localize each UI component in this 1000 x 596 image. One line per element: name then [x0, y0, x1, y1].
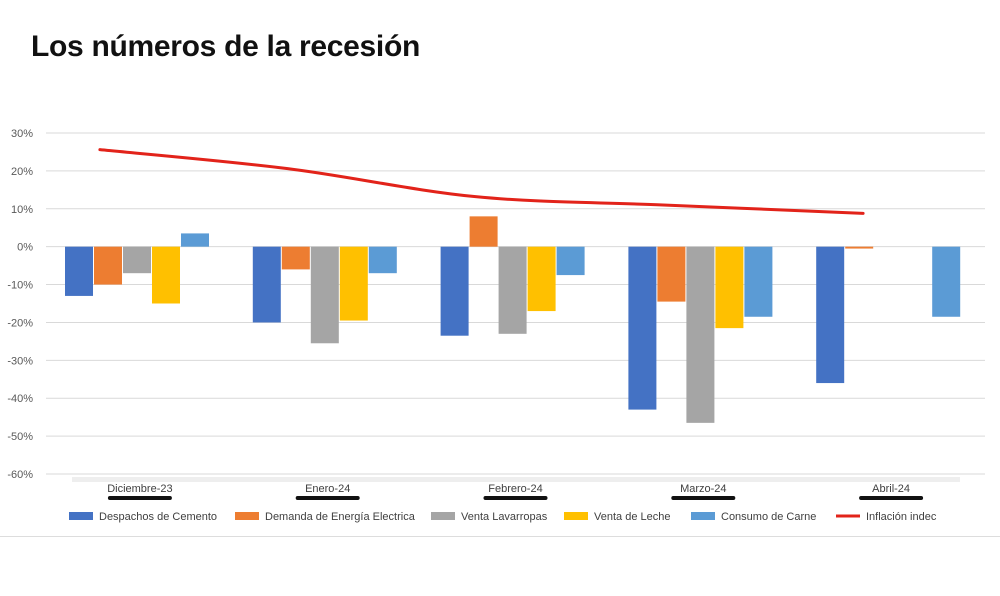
- bar-despachos-de-cemento: [65, 246, 93, 296]
- bar-venta-de-leche: [715, 246, 744, 329]
- legend-label-inflacion-indec: Inflación indec: [866, 511, 937, 523]
- bar-consumo-de-carne: [556, 246, 585, 276]
- legend-label-venta-lavarropas: Venta Lavarropas: [461, 511, 548, 523]
- y-tick-label: -30%: [7, 355, 33, 367]
- bar-venta-de-leche: [527, 246, 556, 312]
- bar-consumo-de-carne: [744, 246, 773, 317]
- bar-venta-lavarropas: [498, 246, 527, 334]
- bar-demanda-de-energia-electrica: [281, 246, 310, 270]
- category-label: Enero-24: [305, 483, 350, 495]
- legend-swatch-venta-lavarropas: [431, 512, 455, 520]
- bar-venta-de-leche: [152, 246, 180, 304]
- bar-demanda-de-energia-electrica: [657, 246, 686, 302]
- category-label: Diciembre-23: [107, 483, 172, 495]
- category-label: Abril-24: [872, 483, 910, 495]
- category-underline: [107, 496, 172, 500]
- bottom-divider: [0, 536, 1000, 537]
- x-axis-band: [72, 477, 960, 482]
- category-label: Febrero-24: [488, 483, 542, 495]
- y-tick-label: -60%: [7, 469, 33, 481]
- legend-label-venta-de-leche: Venta de Leche: [594, 511, 670, 523]
- y-tick-label: -20%: [7, 317, 33, 329]
- bar-consumo-de-carne: [932, 246, 961, 317]
- bar-venta-de-leche: [339, 246, 368, 321]
- headline: Los números de la recesión: [31, 30, 420, 63]
- y-tick-label: 10%: [11, 204, 33, 216]
- bar-despachos-de-cemento: [252, 246, 281, 323]
- y-tick-label: -50%: [7, 431, 33, 443]
- category-underline: [859, 496, 924, 500]
- category-underline: [671, 496, 736, 500]
- category-underline: [483, 496, 548, 500]
- bar-venta-lavarropas: [686, 246, 715, 423]
- y-tick-label: -40%: [7, 393, 33, 405]
- category-underline: [295, 496, 360, 500]
- legend-label-consumo-de-carne: Consumo de Carne: [721, 511, 816, 523]
- legend-label-despachos-de-cemento: Despachos de Cemento: [99, 511, 217, 523]
- bar-venta-lavarropas: [123, 246, 151, 274]
- legend-swatch-demanda-de-energia-electrica: [235, 512, 259, 520]
- bar-demanda-de-energia-electrica: [845, 246, 874, 249]
- bar-despachos-de-cemento: [440, 246, 469, 336]
- bar-consumo-de-carne: [181, 233, 209, 247]
- y-tick-label: -10%: [7, 280, 33, 292]
- bar-venta-lavarropas: [310, 246, 339, 344]
- bar-demanda-de-energia-electrica: [94, 246, 122, 285]
- recession-chart: 30% 20% 10% 0% -10% -20% -30% -40% -50% -60% Dicie…: [7, 128, 985, 523]
- bar-consumo-de-carne: [368, 246, 397, 274]
- legend-label-demanda-de-energia-electrica: Demanda de Energía Electrica: [265, 511, 416, 523]
- legend-swatch-consumo-de-carne: [691, 512, 715, 520]
- category-label: Marzo-24: [680, 483, 726, 495]
- legend-swatch-despachos-de-cemento: [69, 512, 93, 520]
- y-tick-label: 30%: [11, 128, 33, 140]
- bar-despachos-de-cemento: [628, 246, 657, 410]
- y-tick-label: 20%: [11, 166, 33, 178]
- y-tick-label: 0%: [17, 242, 33, 254]
- bar-despachos-de-cemento: [816, 246, 845, 384]
- line-inflacion-indec: [98, 148, 865, 215]
- legend-swatch-venta-de-leche: [564, 512, 588, 520]
- chart-area: 30% 20% 10% 0% -10% -20% -30% -40% -50% -60% Dicie…: [0, 110, 1000, 540]
- bar-demanda-de-energia-electrica: [469, 216, 498, 247]
